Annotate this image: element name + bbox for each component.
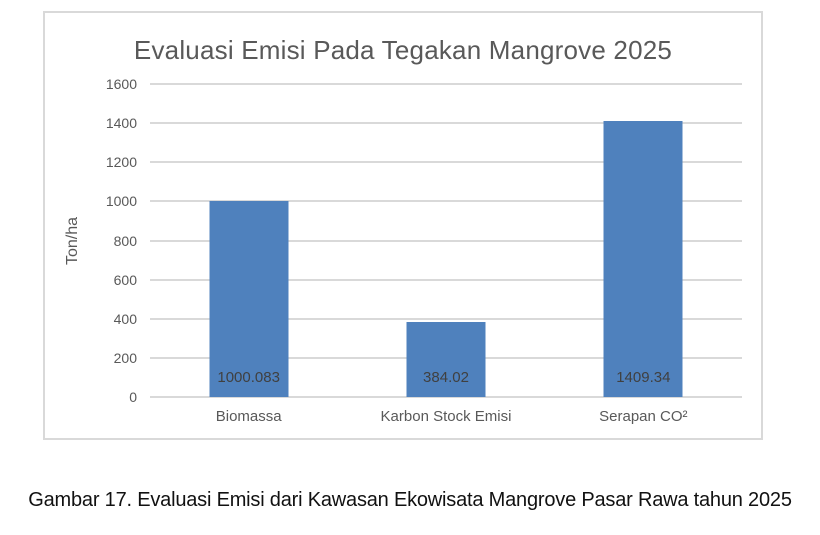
gridline-600 bbox=[150, 278, 742, 281]
bar-value-label-3: 1409.34 bbox=[616, 369, 671, 386]
bar-value-label-1: 1000.083 bbox=[217, 369, 280, 386]
gridline-1400 bbox=[150, 122, 742, 125]
y-tick-label-1200: 1200 bbox=[105, 154, 137, 171]
gridline-1200 bbox=[150, 161, 742, 164]
figure-caption: Gambar 17. Evaluasi Emisi dari Kawasan E… bbox=[28, 489, 792, 511]
gridline-1000 bbox=[150, 200, 742, 203]
y-tick-label-1000: 1000 bbox=[105, 193, 137, 210]
chart-title: Evaluasi Emisi Pada Tegakan Mangrove 202… bbox=[133, 35, 673, 65]
bar-value-label-2: 384.02 bbox=[423, 369, 469, 386]
y-tick-label-1400: 1400 bbox=[105, 115, 137, 132]
gridline-0 bbox=[150, 396, 742, 398]
y-tick-label-800: 800 bbox=[113, 232, 137, 249]
gridline-1600 bbox=[150, 83, 742, 85]
y-tick-label-400: 400 bbox=[113, 310, 137, 327]
bar-2: 384.02 bbox=[406, 321, 486, 397]
gridline-400 bbox=[150, 317, 742, 320]
bar-3: 1409.34 bbox=[603, 121, 683, 397]
x-category-label-2: Karbon Stock Emisi bbox=[380, 408, 512, 425]
x-category-label-1: Biomassa bbox=[215, 408, 282, 425]
plot-area: 1000.083 384.02 1409.34 Biomassa Karbon Sto… bbox=[150, 83, 742, 425]
y-tick-label-1600: 1600 bbox=[105, 76, 137, 92]
y-tick-label-600: 600 bbox=[113, 271, 137, 288]
y-tick-label-0: 0 bbox=[129, 389, 137, 405]
x-category-label-3: Serapan CO² bbox=[599, 408, 688, 425]
bar-1: 1000.083 bbox=[209, 201, 289, 397]
y-tick-label-200: 200 bbox=[113, 349, 137, 366]
chart-area: Evaluasi Emisi Pada Tegakan Mangrove 202… bbox=[43, 11, 763, 440]
gridline-800 bbox=[150, 239, 742, 242]
